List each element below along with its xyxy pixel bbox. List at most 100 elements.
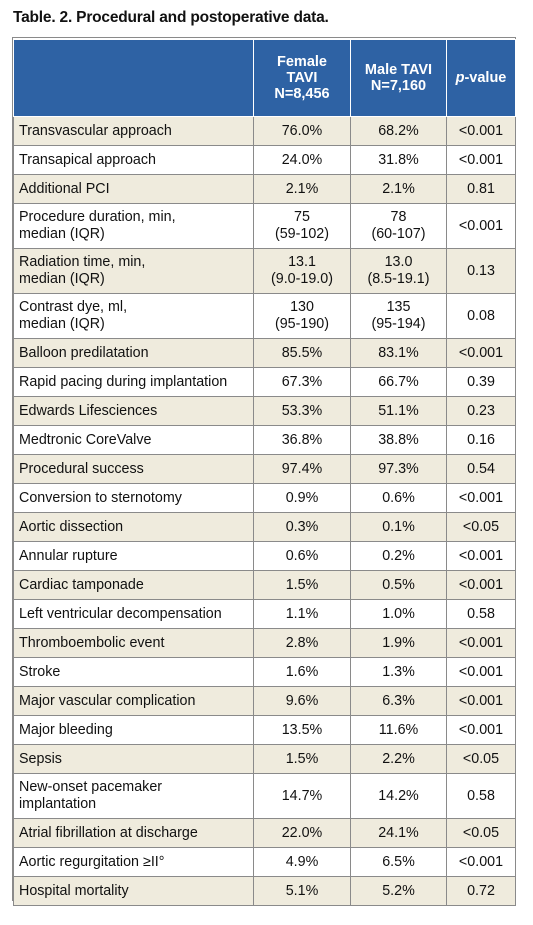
male-value: 5.2%: [350, 876, 447, 906]
header-female: Female TAVI N=8,456: [253, 39, 351, 117]
row-label: Major vascular complication: [13, 686, 254, 716]
male-value: 1.9%: [350, 628, 447, 658]
male-value: 135 (95-194): [350, 293, 447, 339]
table-row: Medtronic CoreValve 36.8% 38.8% 0.16: [13, 425, 516, 455]
male-value: 1.3%: [350, 657, 447, 687]
male-value: 0.6%: [350, 483, 447, 513]
p-value: 0.13: [446, 248, 516, 294]
row-label: Rapid pacing during implantation: [13, 367, 254, 397]
female-value: 13.1 (9.0-19.0): [253, 248, 351, 294]
row-label: Additional PCI: [13, 174, 254, 204]
male-value: 0.1%: [350, 512, 447, 542]
male-value: 2.1%: [350, 174, 447, 204]
p-value: 0.54: [446, 454, 516, 484]
p-value: <0.001: [446, 116, 516, 146]
female-value: 67.3%: [253, 367, 351, 397]
female-value: 1.6%: [253, 657, 351, 687]
row-label: Medtronic CoreValve: [13, 425, 254, 455]
male-value: 66.7%: [350, 367, 447, 397]
p-value: 0.72: [446, 876, 516, 906]
row-label: Left ventricular decompensation: [13, 599, 254, 629]
female-value: 22.0%: [253, 818, 351, 848]
row-label: Edwards Lifesciences: [13, 396, 254, 426]
row-label: Contrast dye, ml, median (IQR): [13, 293, 254, 339]
table-row: Additional PCI 2.1% 2.1% 0.81: [13, 174, 516, 204]
female-value: 2.1%: [253, 174, 351, 204]
row-label: Aortic dissection: [13, 512, 254, 542]
header-pvalue: p-value: [446, 39, 516, 117]
row-label: Major bleeding: [13, 715, 254, 745]
row-label: Cardiac tamponade: [13, 570, 254, 600]
male-value: 6.3%: [350, 686, 447, 716]
p-value: 0.39: [446, 367, 516, 397]
male-value: 11.6%: [350, 715, 447, 745]
male-value: 0.2%: [350, 541, 447, 571]
p-value: <0.001: [446, 657, 516, 687]
row-label: Aortic regurgitation ≥II°: [13, 847, 254, 877]
male-value: 83.1%: [350, 338, 447, 368]
table-row: Procedure duration, min, median (IQR) 75 (5…: [13, 203, 516, 249]
male-value: 38.8%: [350, 425, 447, 455]
table-row: Annular rupture 0.6% 0.2% <0.001: [13, 541, 516, 571]
p-value: <0.001: [446, 570, 516, 600]
p-value: 0.58: [446, 773, 516, 819]
male-value: 51.1%: [350, 396, 447, 426]
p-value: <0.001: [446, 483, 516, 513]
male-value: 68.2%: [350, 116, 447, 146]
table-row: Major vascular complication 9.6% 6.3% <0.00…: [13, 686, 516, 716]
female-value: 1.1%: [253, 599, 351, 629]
male-value: 6.5%: [350, 847, 447, 877]
male-value: 31.8%: [350, 145, 447, 175]
female-value: 9.6%: [253, 686, 351, 716]
row-label: Sepsis: [13, 744, 254, 774]
female-value: 13.5%: [253, 715, 351, 745]
p-value: 0.23: [446, 396, 516, 426]
p-value: <0.001: [446, 541, 516, 571]
female-value: 85.5%: [253, 338, 351, 368]
table-row: Conversion to sternotomy 0.9% 0.6% <0.001: [13, 483, 516, 513]
male-value: 24.1%: [350, 818, 447, 848]
table-row: Major bleeding 13.5% 11.6% <0.001: [13, 715, 516, 745]
p-value: <0.05: [446, 818, 516, 848]
p-value: 0.81: [446, 174, 516, 204]
header-male: Male TAVI N=7,160: [350, 39, 447, 117]
table-row: Sepsis 1.5% 2.2% <0.05: [13, 744, 516, 774]
table-row: Edwards Lifesciences 53.3% 51.1% 0.23: [13, 396, 516, 426]
p-value: <0.001: [446, 847, 516, 877]
row-label: Transapical approach: [13, 145, 254, 175]
table-row: Cardiac tamponade 1.5% 0.5% <0.001: [13, 570, 516, 600]
table-row: Aortic regurgitation ≥II° 4.9% 6.5% <0.001: [13, 847, 516, 877]
male-value: 0.5%: [350, 570, 447, 600]
table-row: Balloon predilatation 85.5% 83.1% <0.001: [13, 338, 516, 368]
female-value: 53.3%: [253, 396, 351, 426]
table-row: Contrast dye, ml, median (IQR) 130 (95-190)…: [13, 293, 516, 339]
female-value: 24.0%: [253, 145, 351, 175]
female-value: 130 (95-190): [253, 293, 351, 339]
table-row: Atrial fibrillation at discharge 22.0% 24.…: [13, 818, 516, 848]
male-value: 97.3%: [350, 454, 447, 484]
table-row: Procedural success 97.4% 97.3% 0.54: [13, 454, 516, 484]
table-row: New-onset pacemaker implantation 14.7% 14.2…: [13, 773, 516, 819]
p-value: <0.05: [446, 512, 516, 542]
header-blank: [13, 39, 254, 117]
male-value: 13.0 (8.5-19.1): [350, 248, 447, 294]
p-value: <0.001: [446, 203, 516, 249]
female-value: 0.6%: [253, 541, 351, 571]
table-row: Stroke 1.6% 1.3% <0.001: [13, 657, 516, 687]
female-value: 36.8%: [253, 425, 351, 455]
male-value: 2.2%: [350, 744, 447, 774]
table-row: Rapid pacing during implantation 67.3% 66.…: [13, 367, 516, 397]
female-value: 1.5%: [253, 744, 351, 774]
female-value: 4.9%: [253, 847, 351, 877]
male-value: 78 (60-107): [350, 203, 447, 249]
male-value: 14.2%: [350, 773, 447, 819]
table-title: Table. 2. Procedural and postoperative d…: [13, 9, 329, 26]
table-row: Left ventricular decompensation 1.1% 1.0% 0…: [13, 599, 516, 629]
row-label: Conversion to sternotomy: [13, 483, 254, 513]
row-label: Procedure duration, min, median (IQR): [13, 203, 254, 249]
row-label: Atrial fibrillation at discharge: [13, 818, 254, 848]
p-value: <0.001: [446, 686, 516, 716]
table-row: Transvascular approach 76.0% 68.2% <0.001: [13, 116, 516, 146]
p-value: <0.001: [446, 628, 516, 658]
procedural-data-table: Female TAVI N=8,456 Male TAVI N=7,160 p-…: [13, 39, 516, 906]
